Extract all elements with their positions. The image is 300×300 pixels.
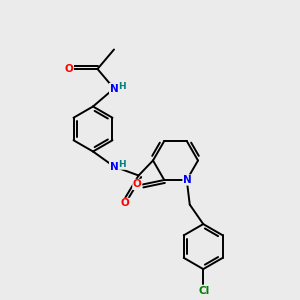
Text: N: N	[183, 175, 192, 185]
Text: O: O	[133, 179, 142, 190]
Text: O: O	[64, 64, 74, 74]
Text: O: O	[121, 198, 130, 208]
Text: N: N	[110, 161, 118, 172]
Text: H: H	[118, 160, 126, 169]
Text: H: H	[118, 82, 126, 91]
Text: N: N	[110, 83, 118, 94]
Text: Cl: Cl	[199, 286, 210, 296]
